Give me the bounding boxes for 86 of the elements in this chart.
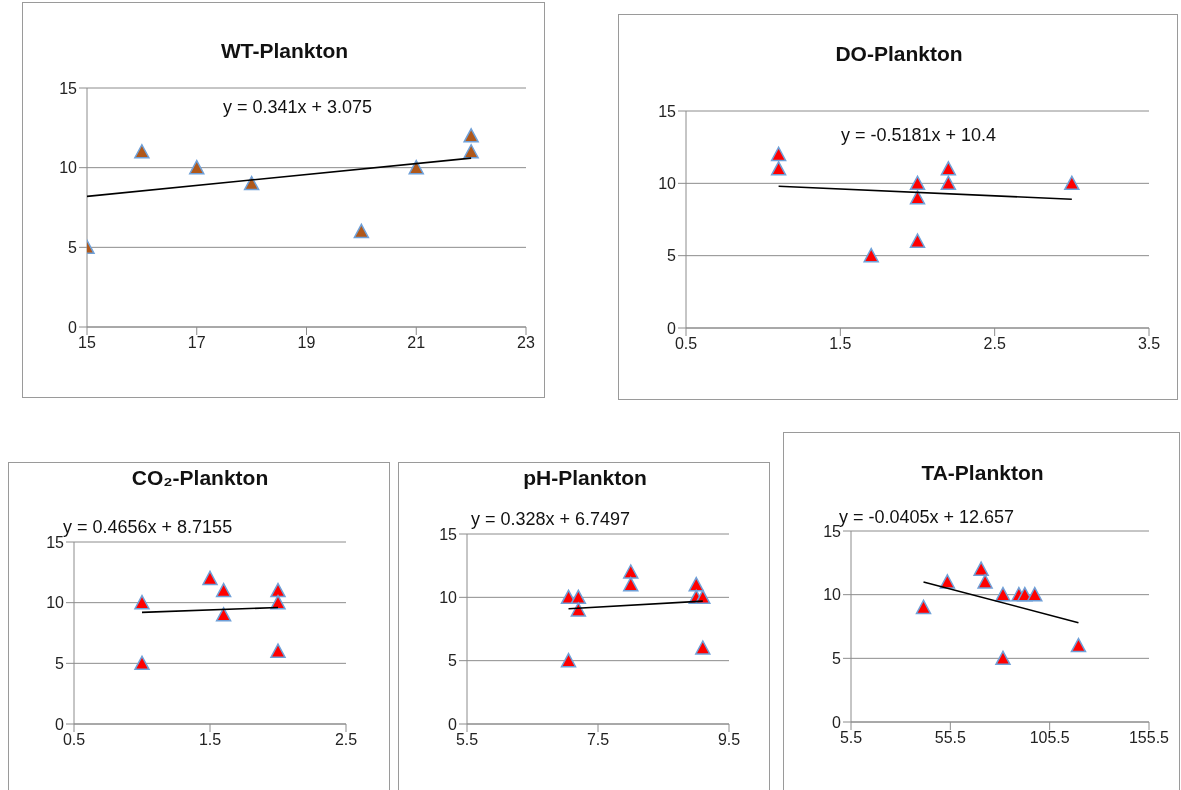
y-tick-label: 0: [667, 319, 677, 337]
x-tick-label: 55.5: [934, 729, 967, 747]
point: [270, 643, 286, 658]
x-tick-label: 105.5: [1029, 729, 1070, 747]
point: [408, 159, 424, 175]
x-tick-label: 1.5: [829, 335, 852, 353]
y-tick-label: 15: [439, 525, 458, 543]
point: [189, 159, 205, 175]
point: [134, 655, 150, 671]
y-tick-label: 10: [59, 159, 78, 177]
y-tick-label: 5: [667, 247, 677, 265]
x-tick-label: 0.5: [62, 731, 86, 749]
point: [940, 161, 957, 176]
text: y = 0.328x + 6.7497: [471, 509, 631, 530]
chart-title: TA-Plankton: [920, 461, 1045, 485]
point: [770, 161, 787, 176]
point: [909, 175, 926, 191]
x-tick-label: 21: [407, 334, 426, 352]
point: [623, 576, 639, 592]
x-tick-label: 19: [297, 334, 316, 352]
point: [973, 561, 989, 576]
x-tick-label: 7.5: [586, 731, 610, 749]
chart-title: CO₂-Plankton: [130, 466, 270, 490]
x-tick-label: 0.5: [674, 335, 698, 353]
y-tick-label: 5: [55, 655, 65, 673]
point: [688, 576, 704, 592]
y-tick-label: 15: [823, 522, 842, 540]
y-tick-label: 5: [68, 239, 78, 257]
y-tick-label: 5: [832, 650, 842, 668]
point: [134, 594, 150, 610]
y-tick-label: 10: [439, 589, 458, 607]
point: [243, 175, 260, 191]
y-tick-label: 0: [68, 318, 78, 336]
point: [353, 223, 370, 239]
point: [695, 589, 711, 605]
x-tick-label: 17: [187, 334, 206, 352]
point: [939, 574, 956, 589]
point: [995, 586, 1011, 602]
text: y = 0.4656x + 8.7155: [63, 517, 233, 537]
point: [940, 175, 957, 191]
x-tick-label: 155.5: [1128, 729, 1170, 747]
point: [1064, 175, 1080, 191]
y-tick-label: 15: [46, 533, 65, 551]
x-tick-label: 2.5: [334, 731, 358, 749]
chart-title: DO-Plankton: [834, 42, 964, 66]
y-tick-label: 10: [46, 594, 65, 612]
point: [915, 599, 932, 615]
chart-title: pH-Plankton: [522, 466, 648, 490]
x-tick-label: 5.5: [455, 731, 479, 749]
point: [695, 640, 711, 655]
point: [134, 143, 150, 159]
point: [270, 582, 286, 598]
y-tick-label: 15: [59, 79, 78, 97]
text: y = -0.0405x + 12.657: [839, 507, 1015, 527]
point: [463, 128, 479, 143]
point: [560, 652, 577, 668]
point: [995, 650, 1011, 666]
x-tick-label: 5.5: [839, 729, 863, 747]
point: [623, 564, 639, 579]
point: [909, 233, 926, 248]
point: [909, 190, 926, 205]
point: [215, 607, 232, 622]
chart-title: WT-Plankton: [219, 39, 350, 63]
point: [1027, 586, 1043, 602]
y-tick-label: 5: [448, 652, 458, 670]
point: [977, 574, 993, 589]
y-tick-label: 10: [823, 586, 842, 604]
annotation: y = 0.341x + 3.075: [223, 97, 373, 118]
point: [202, 570, 218, 586]
point: [463, 143, 479, 159]
y-tick-label: 0: [55, 715, 65, 733]
point: [770, 146, 787, 162]
x-tick-label: 2.5: [983, 335, 1006, 353]
x-tick-label: 1.5: [198, 731, 222, 749]
x-tick-label: 9.5: [717, 731, 741, 749]
y-tick-label: 10: [658, 175, 677, 193]
y-tick-label: 0: [832, 713, 842, 731]
point: [1070, 637, 1087, 653]
point: [863, 247, 879, 263]
x-tick-label: 23: [517, 334, 535, 352]
point: [570, 589, 587, 605]
point: [215, 582, 232, 598]
y-tick-label: 0: [448, 715, 458, 733]
annotation: y = -0.5181x + 10.4: [841, 125, 997, 146]
x-tick-label: 3.5: [1137, 335, 1161, 353]
y-tick-label: 15: [658, 102, 677, 120]
